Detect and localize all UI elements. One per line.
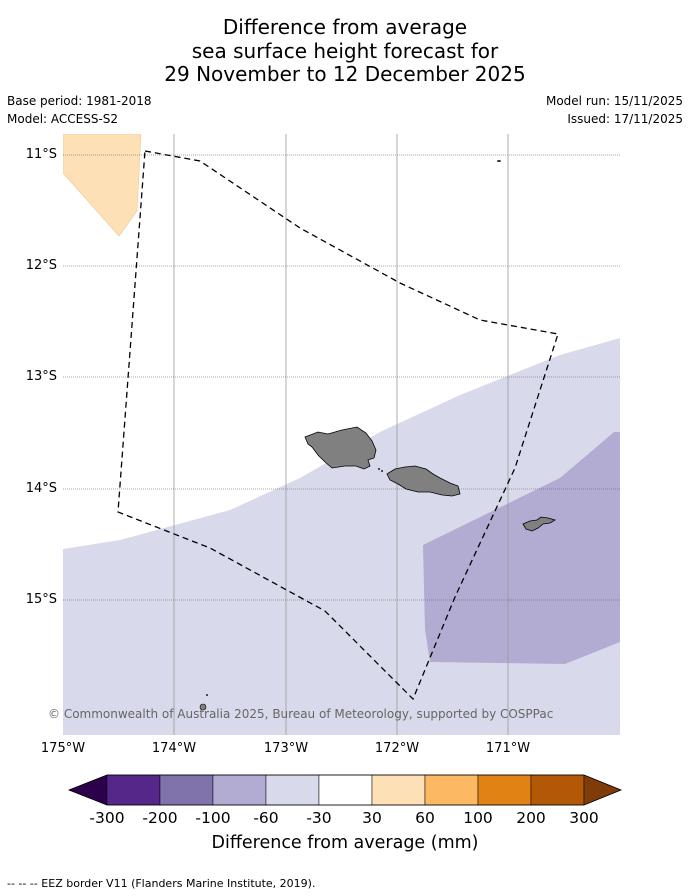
colorbar-tick-label: -300	[89, 809, 125, 827]
footnote-eez: -- -- -- EEZ border V11 (Flanders Marine…	[7, 877, 316, 890]
lat-label: 12°S	[25, 258, 57, 273]
model-run: Model run: 15/11/2025	[545, 94, 683, 108]
lon-label: 175°W	[40, 741, 86, 756]
colorbar-segment	[477, 774, 532, 806]
islet-swains	[497, 160, 501, 162]
anomaly-region-30-60	[63, 134, 142, 237]
map-area	[63, 134, 620, 735]
title-line-3: 29 November to 12 December 2025	[164, 62, 526, 86]
colorbar-tick-label: -60	[253, 809, 279, 827]
lat-label: 11°S	[25, 147, 57, 162]
colorbar-tick-label: 60	[415, 809, 435, 827]
title-line-2: sea surface height forecast for	[191, 38, 499, 63]
islet-manono	[378, 468, 380, 470]
colorbar-tick-label: 300	[569, 809, 599, 827]
colorbar-segment	[159, 774, 214, 806]
colorbar-tick-label: -200	[142, 809, 178, 827]
copyright-notice: © Commonwealth of Australia 2025, Bureau…	[48, 707, 554, 721]
island-upolu	[386, 465, 461, 497]
colorbar-segment	[318, 774, 373, 806]
colorbar-tick-label: 100	[463, 809, 493, 827]
lon-label: 172°W	[374, 741, 420, 756]
colorbar-tick-label: -30	[306, 809, 332, 827]
island-tutuila	[522, 516, 556, 532]
colorbar-segment	[424, 774, 479, 806]
colorbar-segment	[371, 774, 426, 806]
colorbar-tick-label: 30	[362, 809, 382, 827]
model-name: Model: ACCESS-S2	[7, 112, 119, 126]
colorbar-title: Difference from average (mm)	[211, 833, 479, 853]
colorbar-segment	[265, 774, 320, 806]
lat-label: 14°S	[25, 481, 57, 496]
island-savaii	[304, 426, 377, 470]
base-period: Base period: 1981-2018	[7, 94, 152, 108]
colorbar-tick-label: -100	[195, 809, 231, 827]
colorbar-tick-label: 200	[516, 809, 546, 827]
title-line-1: Difference from average	[222, 15, 468, 39]
lon-label: 173°W	[263, 741, 309, 756]
islet-southwest-small	[206, 694, 208, 696]
lon-label: 171°W	[485, 741, 531, 756]
colorbar-outline	[67, 774, 623, 806]
colorbar-segment	[68, 774, 108, 806]
colorbar-segment	[530, 774, 585, 806]
colorbar-segment	[583, 774, 622, 806]
lat-label: 15°S	[25, 592, 57, 607]
gridlines	[63, 134, 620, 735]
issued-date: Issued: 17/11/2025	[567, 112, 683, 126]
islet-apolima	[381, 470, 383, 472]
colorbar-segment	[106, 774, 161, 806]
anomaly-region-neg60-neg100	[423, 432, 620, 664]
islet-southwest	[199, 703, 207, 711]
colorbar	[67, 774, 623, 806]
lat-label: 13°S	[25, 369, 57, 384]
colorbar-segment	[212, 774, 267, 806]
lon-label: 174°W	[151, 741, 197, 756]
